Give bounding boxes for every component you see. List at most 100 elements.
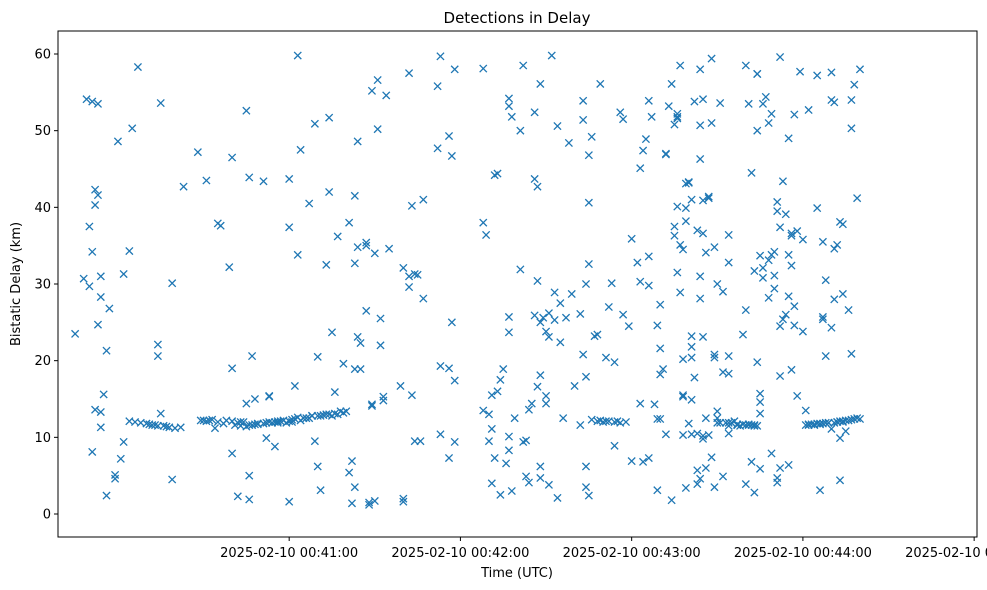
data-point (399, 494, 408, 503)
data-point (102, 491, 111, 500)
data-point (450, 376, 459, 385)
data-point (539, 313, 548, 322)
data-point (696, 65, 705, 74)
data-point (293, 51, 302, 60)
data-point (670, 222, 679, 231)
data-point (830, 295, 839, 304)
data-point (530, 108, 539, 117)
data-point (193, 148, 202, 157)
data-point (119, 437, 128, 446)
data-point (228, 417, 237, 426)
data-point (801, 406, 810, 415)
data-point (693, 226, 702, 235)
x-tick-label: 2025-02-10 00:44:00 (734, 546, 872, 561)
data-point (581, 462, 591, 471)
data-point (798, 327, 807, 336)
data-point (370, 496, 379, 506)
data-point (356, 338, 365, 348)
data-point (447, 151, 456, 161)
data-point (584, 198, 593, 207)
data-point (710, 353, 719, 362)
data-point (827, 68, 836, 77)
data-point (570, 381, 579, 391)
data-point (516, 265, 525, 274)
data-point (302, 414, 311, 423)
data-point (290, 381, 299, 391)
data-point (770, 271, 779, 280)
data-point (347, 499, 357, 508)
data-point (91, 185, 100, 194)
data-point (855, 414, 865, 423)
data-point (305, 199, 314, 208)
data-point (367, 86, 377, 95)
data-point (650, 400, 659, 409)
data-point (601, 417, 611, 426)
data-point (701, 248, 710, 257)
data-point (450, 437, 459, 446)
data-point (724, 429, 733, 438)
x-tick-label: 2025-02-10 00:45:00 (905, 546, 987, 561)
data-point (362, 238, 371, 247)
data-point (479, 64, 488, 73)
data-point (698, 196, 708, 205)
data-point (128, 124, 137, 133)
data-point (813, 71, 822, 80)
data-point (696, 294, 705, 303)
data-point (85, 282, 94, 291)
data-point (776, 463, 785, 473)
data-point (704, 192, 713, 201)
data-point (621, 417, 631, 427)
data-point (379, 396, 388, 405)
data-point (133, 62, 142, 72)
data-point (756, 464, 765, 473)
data-point (741, 480, 750, 489)
data-point (707, 54, 716, 63)
data-point (581, 372, 591, 381)
data-point (330, 388, 339, 397)
data-point (96, 272, 105, 281)
data-point (587, 415, 596, 424)
data-point (550, 315, 559, 325)
data-point (547, 51, 556, 60)
data-point (610, 441, 619, 450)
data-point (690, 97, 699, 106)
data-point (404, 283, 414, 292)
data-point (761, 92, 770, 101)
data-point (316, 486, 325, 495)
data-point (530, 311, 539, 320)
data-point (245, 471, 254, 480)
data-point (225, 263, 234, 272)
data-point (330, 409, 339, 418)
data-point (419, 195, 428, 204)
data-point (404, 272, 414, 281)
data-point (310, 437, 319, 446)
x-tick-label: 2025-02-10 00:42:00 (391, 546, 529, 561)
x-tick-label: 2025-02-10 00:43:00 (563, 546, 701, 561)
data-point (681, 217, 690, 226)
data-point (850, 80, 859, 89)
data-point (322, 410, 331, 419)
data-point (696, 474, 705, 483)
data-point (347, 457, 357, 466)
data-point (687, 353, 696, 362)
data-point (581, 279, 591, 289)
data-point (698, 332, 708, 341)
data-point (413, 270, 422, 279)
data-points (71, 51, 865, 509)
data-point (767, 109, 776, 118)
data-point (102, 346, 111, 355)
data-point (93, 320, 103, 329)
data-point (250, 394, 259, 404)
data-point (678, 355, 688, 364)
data-point (245, 173, 254, 182)
data-point (627, 457, 636, 466)
y-tick-label: 20 (34, 354, 51, 369)
data-point (724, 230, 733, 239)
data-point (758, 99, 768, 108)
data-point (847, 415, 856, 424)
data-point (99, 390, 108, 399)
data-point (111, 470, 120, 479)
data-point (690, 373, 699, 382)
data-point (724, 352, 733, 361)
